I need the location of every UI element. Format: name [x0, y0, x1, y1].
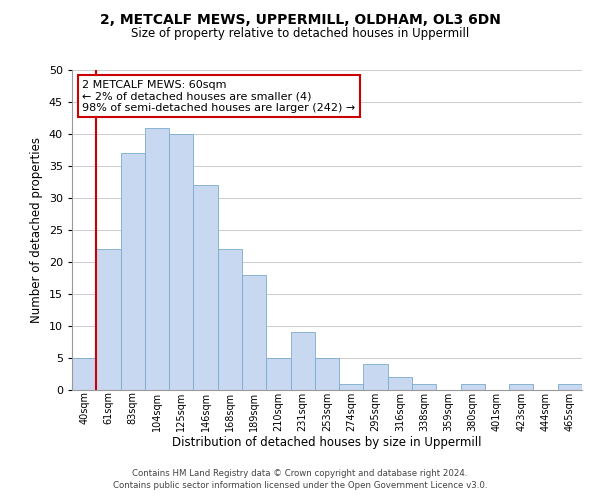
Bar [266, 358, 290, 390]
Text: Size of property relative to detached houses in Uppermill: Size of property relative to detached ho… [131, 28, 469, 40]
Bar [72, 358, 96, 390]
Text: 2 METCALF MEWS: 60sqm
← 2% of detached houses are smaller (4)
98% of semi-detach: 2 METCALF MEWS: 60sqm ← 2% of detached h… [82, 80, 355, 113]
Bar [242, 275, 266, 390]
Bar [388, 377, 412, 390]
X-axis label: Distribution of detached houses by size in Uppermill: Distribution of detached houses by size … [172, 436, 482, 450]
Bar [558, 384, 582, 390]
Bar [364, 364, 388, 390]
Bar [290, 332, 315, 390]
Bar [121, 153, 145, 390]
Bar [145, 128, 169, 390]
Bar [339, 384, 364, 390]
Bar [412, 384, 436, 390]
Bar [461, 384, 485, 390]
Bar [509, 384, 533, 390]
Bar [315, 358, 339, 390]
Bar [193, 185, 218, 390]
Bar [96, 249, 121, 390]
Text: Contains HM Land Registry data © Crown copyright and database right 2024.
Contai: Contains HM Land Registry data © Crown c… [113, 469, 487, 490]
Bar [169, 134, 193, 390]
Y-axis label: Number of detached properties: Number of detached properties [30, 137, 43, 323]
Bar [218, 249, 242, 390]
Text: 2, METCALF MEWS, UPPERMILL, OLDHAM, OL3 6DN: 2, METCALF MEWS, UPPERMILL, OLDHAM, OL3 … [100, 12, 500, 26]
